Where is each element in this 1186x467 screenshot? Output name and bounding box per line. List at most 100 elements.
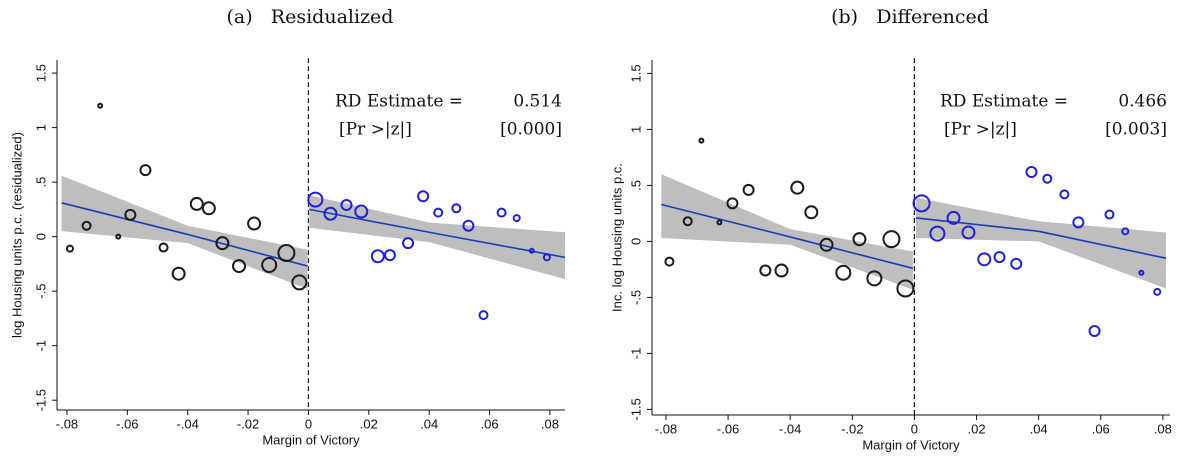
point [819,237,834,252]
point [835,264,852,281]
point [340,199,353,212]
point [528,247,535,254]
point [462,219,475,232]
point [97,102,104,109]
x-tick-label: .04 [420,416,438,431]
y-tick-label: -1.5 [33,389,48,411]
point [946,210,961,225]
point [852,232,867,247]
point [1042,173,1053,184]
x-tick-label: .06 [481,416,499,431]
y-tick-label: -1 [33,340,48,352]
point [261,256,278,273]
point [115,233,122,240]
point [81,220,92,231]
point [882,230,901,249]
point [682,216,693,227]
x-tick-label: .06 [1092,421,1110,436]
x-tick-label: -.04 [176,416,198,431]
point [961,225,976,240]
annotation-label: RD Estimate = [940,92,1068,112]
point [417,190,430,203]
y-tick-label: .5 [33,177,48,188]
point [370,249,385,264]
y-tick-label: -.5 [33,284,48,299]
point [201,201,216,216]
point [1153,287,1162,296]
point [929,225,946,242]
point [277,243,296,262]
annotation-estimate: 0.514 [513,92,562,112]
y-tick-label: -1.5 [628,398,643,420]
point [698,137,705,144]
point [247,216,262,231]
y-axis-label: log Housing units p.c. (residualized) [9,132,24,338]
panel-title: (a) Residualized [227,6,394,28]
point [1104,209,1115,220]
x-tick-label: .02 [360,416,378,431]
x-tick-label: .02 [967,421,985,436]
x-tick-label: -.08 [56,416,78,431]
x-tick-label: -.06 [717,421,739,436]
x-tick-label: -.06 [116,416,138,431]
y-tick-label: -1 [628,348,643,360]
point [790,180,805,195]
point [542,253,551,262]
point [1059,189,1070,200]
point [977,252,992,267]
point [307,191,324,208]
x-axis-label: Margin of Victory [862,437,960,452]
confidence-band [61,175,308,289]
point [993,251,1006,264]
point [451,203,462,214]
point [1072,216,1085,229]
point [804,205,819,220]
y-axis-label: Inc. log Housing units p.c. [609,163,624,312]
point [1138,269,1145,276]
confidence-band [309,195,565,280]
annotation-label: RD Estimate = [335,92,463,112]
point [189,196,204,211]
point [759,264,772,277]
x-tick-label: .04 [1030,421,1048,436]
annotation-p-value: [0.003] [1105,120,1167,140]
point [912,194,931,213]
y-tick-label: 1 [628,126,643,133]
point [171,266,186,281]
point [512,214,521,223]
y-tick-label: 1.5 [33,64,48,82]
x-tick-label: -.02 [237,416,259,431]
y-tick-label: 0 [33,233,48,240]
point [1025,165,1038,178]
y-tick-label: 1 [33,124,48,131]
annotation-p-label: [Pr >|z|] [944,120,1017,140]
point [478,310,489,321]
y-tick-label: 1.5 [628,64,643,82]
x-tick-label: -.04 [779,421,801,436]
point [232,259,247,274]
fit-line [661,203,914,270]
point [742,183,755,196]
x-tick-label: 0 [305,416,312,431]
confidence-band [661,174,913,290]
fit-line [309,208,566,259]
x-axis-label: Margin of Victory [262,432,360,447]
x-tick-label: 0 [911,421,918,436]
point [866,270,883,287]
point [496,207,507,218]
point [383,249,396,262]
point [1121,227,1130,236]
point [139,164,152,177]
point [291,274,308,291]
annotation-p-value: [0.000] [500,120,562,140]
point [1010,257,1023,270]
panel-title: (b) Differenced [831,6,989,28]
point [158,242,169,253]
point [664,256,675,267]
panel: (a) Residualized -1.5 -1 -.5 0 .5 1 1.5 -.08 -.06… [9,6,566,447]
fit-line [61,202,308,267]
panel: (b) Differenced -1.5 -1 -.5 0 .5 1 1.5 -.08 -.06 -… [609,6,1171,452]
point [1088,325,1101,338]
x-tick-label: -.02 [841,421,863,436]
